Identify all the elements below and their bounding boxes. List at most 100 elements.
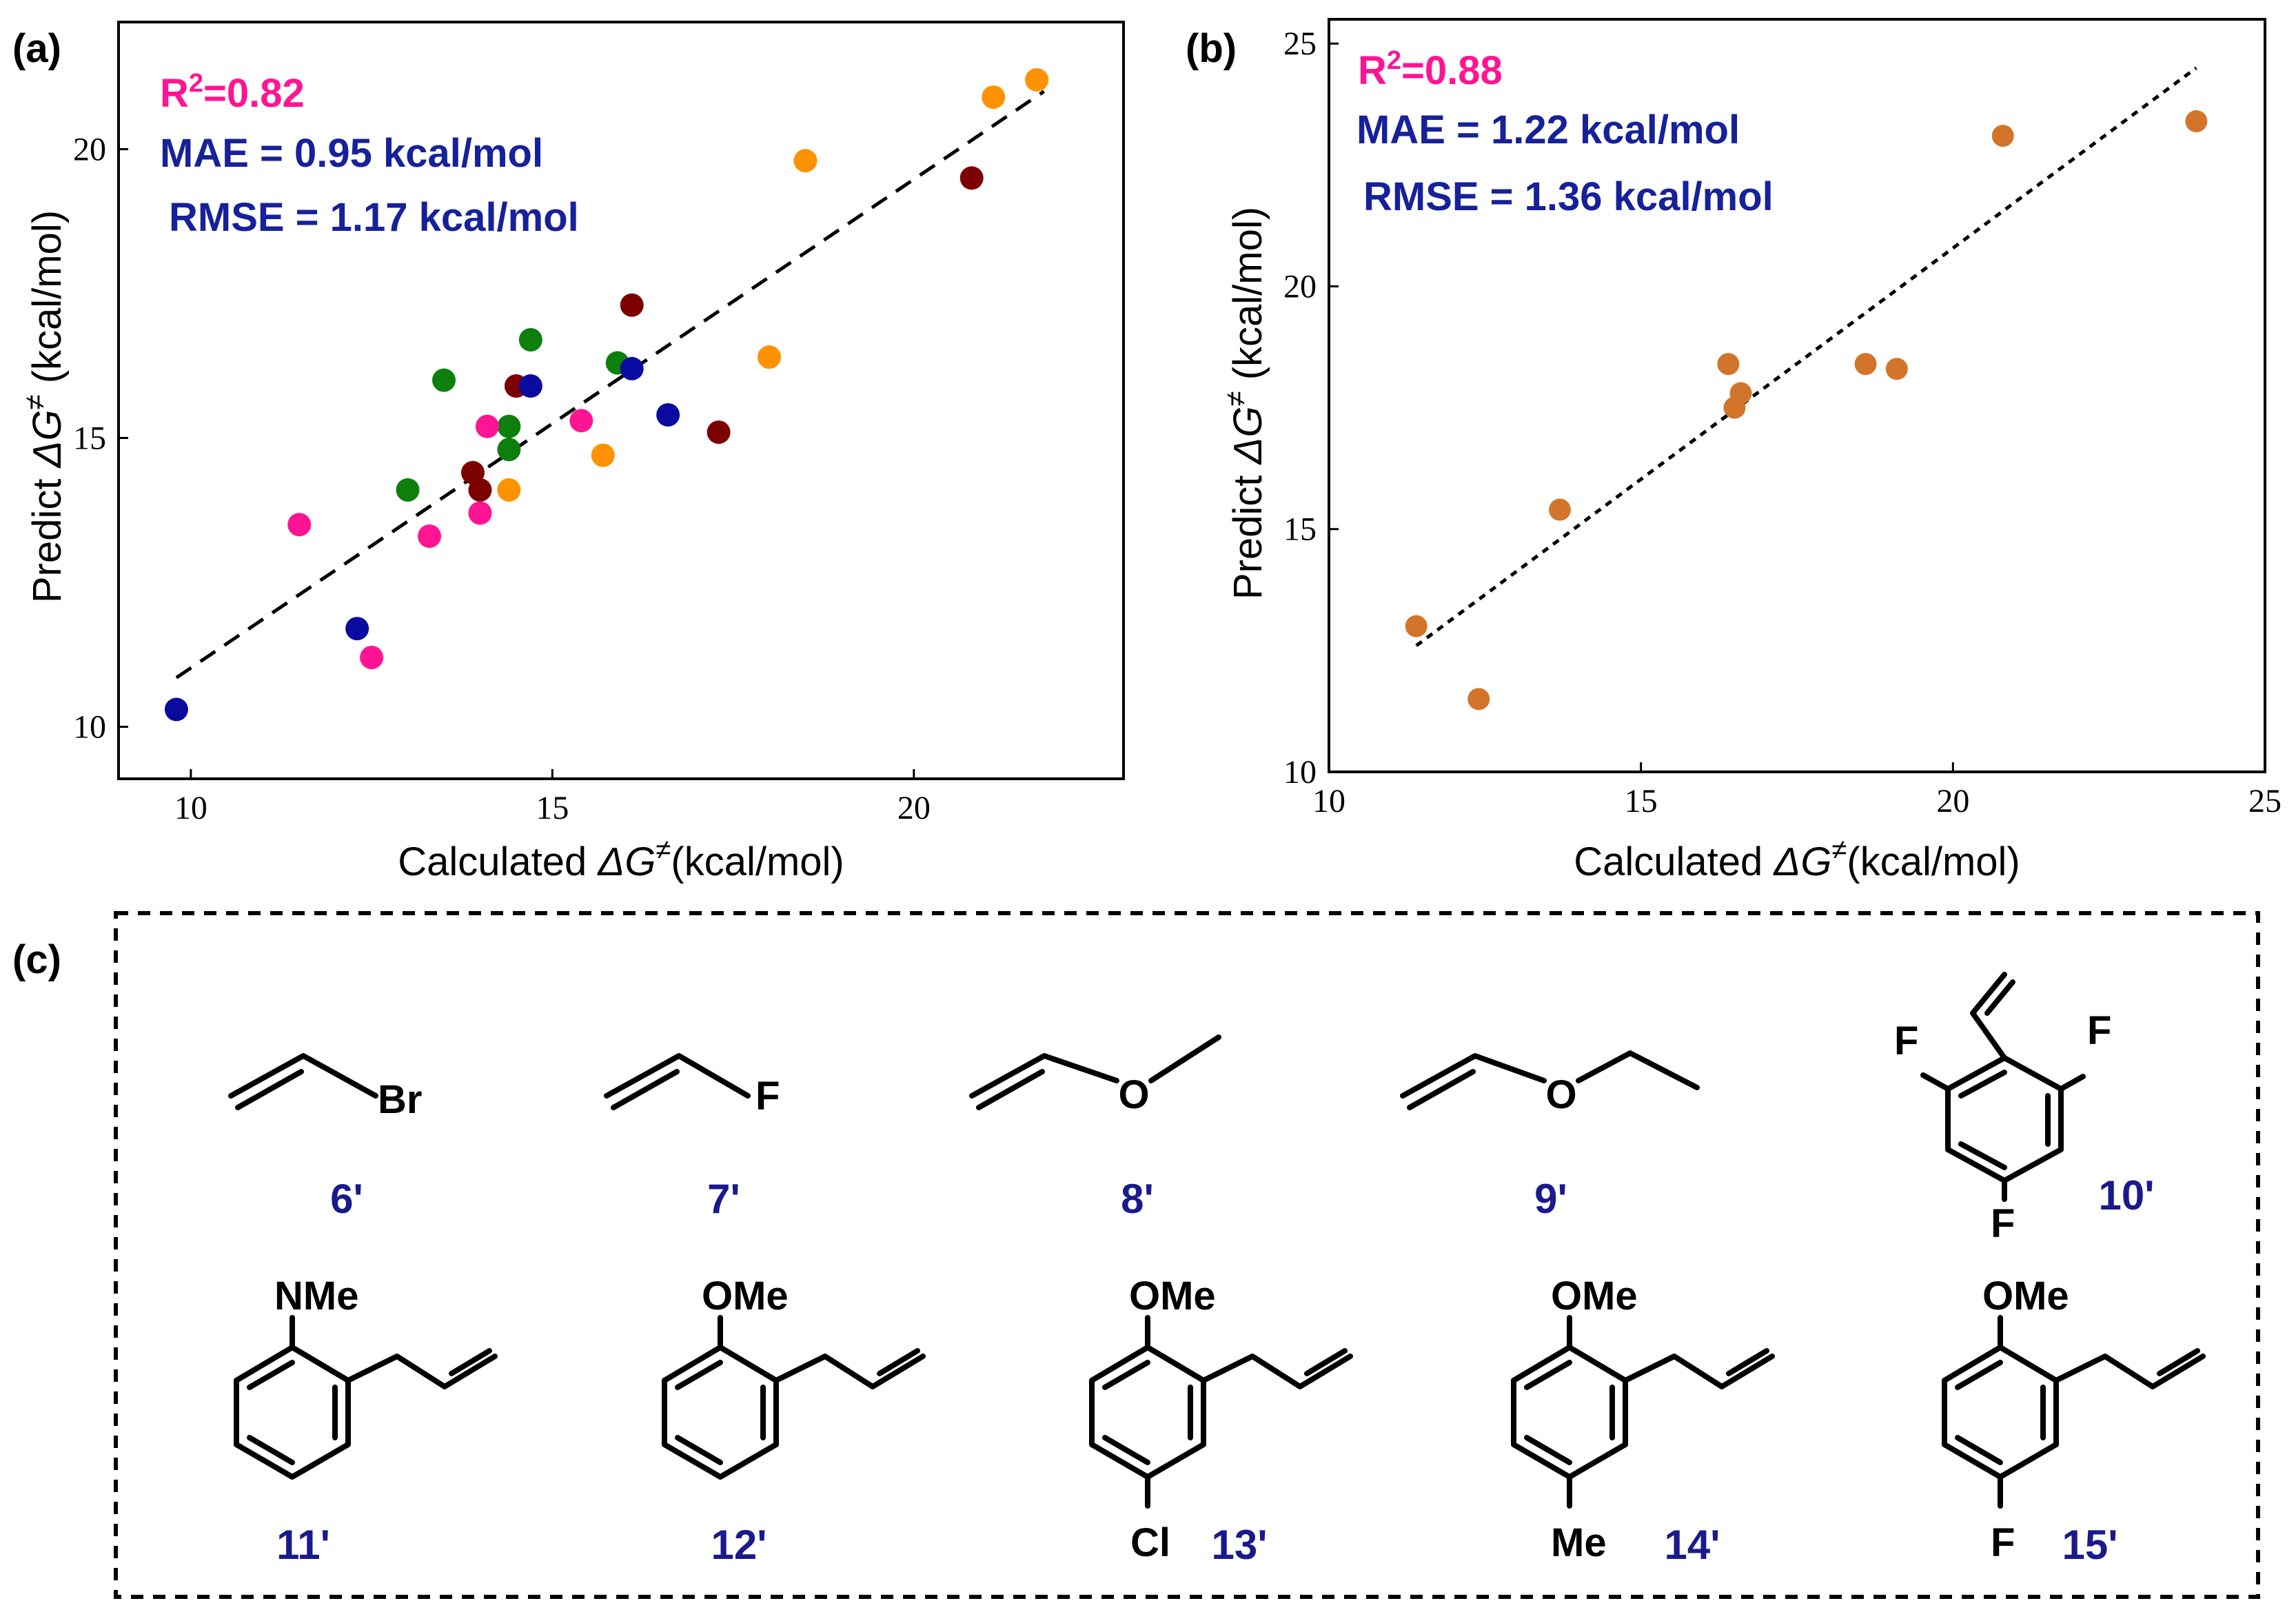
chart-a-xlabel-symbol: ΔG: [596, 839, 656, 884]
structure-9-double-bond: [1407, 1069, 1476, 1110]
chart-a-ylabel-suffix: (kcal/mol): [25, 210, 70, 394]
atom-ome: OMe: [1551, 1274, 1638, 1318]
chart-a-point-orange: [591, 443, 615, 467]
chart-a-points: [164, 68, 1049, 722]
atom-f: F: [1894, 1019, 1918, 1063]
atom-f: F: [755, 1074, 780, 1119]
compound-label-8: 8': [1121, 1176, 1154, 1222]
compound-label-6: 6': [330, 1176, 363, 1222]
structure-15-ring: [1942, 1345, 2059, 1480]
chart-b-mae: MAE = 1.22 kcal/mol: [1357, 108, 1740, 152]
structure-11-ring: [234, 1345, 351, 1480]
structure-12-ring: [662, 1345, 779, 1480]
chart-b-point-all: [1405, 615, 1428, 637]
atom-ome: OMe: [1129, 1274, 1216, 1318]
structure-13-ring-inner: [1102, 1360, 1193, 1465]
chart-a-xtick-label: 15: [536, 790, 569, 826]
atom-o: O: [1545, 1072, 1576, 1117]
chart-b: 10 15 20 25 10 15 20 25 R2=0.88 MAE = 1.22 kcal…: [1221, 18, 2282, 884]
structure-10-vinyl: [1970, 972, 2007, 1061]
chart-a-point-blue: [345, 617, 369, 641]
chart-a-ylabel-symbol: ΔG: [25, 409, 70, 469]
compound-label-9: 9': [1534, 1176, 1567, 1222]
chart-b-xtick-label: 15: [1625, 783, 1658, 819]
chart-b-ylabel-prefix: Predict: [1226, 464, 1270, 600]
structure-6-bonds: [228, 1053, 378, 1099]
structure-10: F F F: [1894, 972, 2111, 1246]
structure-10-ring: [1945, 1055, 2064, 1183]
structure-15-allyl: [2053, 1354, 2206, 1389]
chart-a-point-orange: [497, 478, 521, 502]
chart-a-point-blue: [620, 356, 644, 380]
chart-b-rmse: RMSE = 1.36 kcal/mol: [1363, 174, 1774, 219]
chart-a-plot-frame: [117, 21, 1125, 780]
structure-14-ring: [1511, 1345, 1628, 1480]
structure-13-ring: [1089, 1345, 1206, 1480]
chart-a-ylabel: Predict ΔG≠ (kcal/mol): [20, 210, 70, 603]
chart-b-point-all: [1854, 353, 1877, 376]
chart-a-r2-sup: 2: [189, 69, 203, 98]
compound-label-10: 10': [2098, 1172, 2154, 1218]
chart-a-ticks: 10 15 20 10 15 20: [73, 131, 931, 826]
chart-a-xlabel-prefix: Calculated: [398, 839, 598, 884]
panel-a-label: (a): [12, 26, 61, 71]
structure-6-double-bond: [235, 1069, 304, 1110]
chart-b-point-all: [1467, 688, 1490, 711]
chart-b-xlabel: Calculated ΔG≠(kcal/mol): [1574, 835, 2020, 884]
chart-b-ylabel-sup: ≠: [1221, 391, 1251, 406]
structure-12-allyl: [773, 1354, 926, 1389]
chart-b-point-all: [2185, 110, 2208, 132]
chart-a-point-green: [518, 327, 542, 351]
chart-a-point-blue: [164, 697, 188, 722]
chart-b-r2-prefix: R: [1358, 48, 1387, 93]
chart-b-point-all: [1548, 498, 1571, 521]
structure-15-ring-inner: [1955, 1360, 2046, 1465]
compound-label-12: 12': [711, 1522, 766, 1568]
chart-a-point-green: [497, 438, 521, 462]
chart-a-point-dark-red: [959, 166, 984, 190]
structure-14: OMe Me: [1511, 1274, 1775, 1565]
chart-b-point-all: [1723, 396, 1746, 419]
chart-a-point-orange: [982, 85, 1006, 109]
chart-a-ylabel-prefix: Predict: [25, 467, 70, 603]
chart-a-r2: R2=0.82: [160, 69, 305, 116]
chart-b-ytick-label: 25: [1283, 25, 1317, 62]
structure-11: NMe: [234, 1274, 498, 1480]
structure-15-allyl-double: [2157, 1348, 2200, 1376]
structure-12-ring-inner: [675, 1360, 766, 1465]
chart-b-fit-line: [1415, 66, 2197, 647]
chart-a-r2-prefix: R: [160, 71, 189, 116]
compound-label-7: 7': [707, 1176, 740, 1222]
chart-a-point-orange: [1025, 68, 1049, 92]
chart-a-point-pink: [475, 414, 499, 438]
atom-me: Me: [1551, 1520, 1607, 1565]
atom-nme: NMe: [274, 1274, 358, 1318]
chart-a-ytick-label: 20: [73, 131, 106, 167]
chart-a-xtick-label: 20: [897, 790, 931, 826]
structure-9-bonds-left: [1400, 1053, 1547, 1099]
structure-7: F: [604, 1053, 780, 1119]
structure-8: O: [969, 1034, 1221, 1117]
structure-10-vinyl-double: [1984, 979, 2015, 1016]
chart-a-point-pink: [418, 524, 442, 548]
structure-10-f-bonds: [1920, 1072, 2086, 1202]
chart-a-point-blue: [656, 402, 680, 427]
structure-14-ring-inner: [1524, 1360, 1615, 1465]
chart-b-r2-sup: 2: [1387, 46, 1401, 75]
chart-a-point-pink: [360, 645, 384, 669]
chart-b-ytick-label: 15: [1283, 511, 1317, 548]
structure-10-ring-inner: [1958, 1070, 2051, 1170]
chart-a-point-green: [497, 414, 521, 438]
chart-a-ytick-label: 15: [73, 420, 106, 456]
chart-a-point-green: [432, 368, 456, 392]
panel-b-label: (b): [1186, 26, 1237, 71]
chart-b-ylabel: Predict ΔG≠ (kcal/mol): [1221, 207, 1270, 600]
structure-8-bonds-right: [1148, 1034, 1221, 1083]
chart-a-point-dark-red: [707, 420, 731, 445]
chart-b-point-all: [1717, 353, 1740, 376]
chart-b-xtick-label: 10: [1312, 783, 1345, 819]
chart-a-xlabel: Calculated ΔG≠(kcal/mol): [398, 835, 844, 884]
chart-b-r2-value: =0.88: [1401, 48, 1503, 93]
atom-cl: Cl: [1130, 1520, 1170, 1565]
